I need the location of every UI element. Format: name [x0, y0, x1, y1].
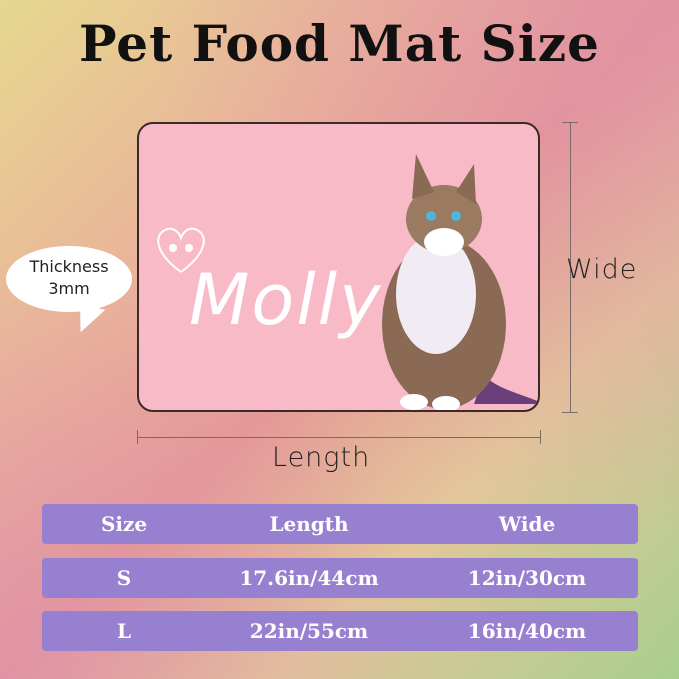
cat-illustration: [382, 154, 538, 410]
page-title: Pet Food Mat Size: [79, 14, 600, 73]
wide-cell: 12in/30cm: [467, 566, 587, 590]
thickness-bubble: Thickness 3mm: [6, 246, 132, 312]
length-tick-right: [540, 430, 541, 444]
table-row: L 22in/55cm 16in/40cm: [42, 611, 638, 651]
header-size: Size: [100, 512, 148, 536]
wide-label: Wide: [566, 254, 638, 285]
table-header-row: Size Length Wide: [42, 504, 638, 544]
header-wide: Wide: [498, 512, 556, 536]
header-length: Length: [269, 512, 349, 536]
wide-cell: 16in/40cm: [467, 619, 587, 643]
mat-name: Molly: [189, 259, 383, 341]
wide-dimension-line: [570, 122, 571, 412]
size-cell: S: [116, 566, 132, 590]
length-cell: 17.6in/44cm: [239, 566, 379, 590]
length-label: Length: [272, 442, 371, 473]
thickness-label: Thickness: [29, 257, 109, 276]
thickness-value: 3mm: [48, 279, 90, 298]
wide-tick-bottom: [562, 412, 578, 413]
wide-tick-top: [562, 122, 578, 123]
table-row: S 17.6in/44cm 12in/30cm: [42, 558, 638, 598]
length-tick-left: [137, 430, 138, 444]
length-cell: 22in/55cm: [249, 619, 369, 643]
food-mat: Molly: [137, 122, 540, 412]
length-dimension-line: [137, 437, 540, 438]
heart-paw-icon: [157, 227, 205, 273]
size-cell: L: [116, 619, 132, 643]
